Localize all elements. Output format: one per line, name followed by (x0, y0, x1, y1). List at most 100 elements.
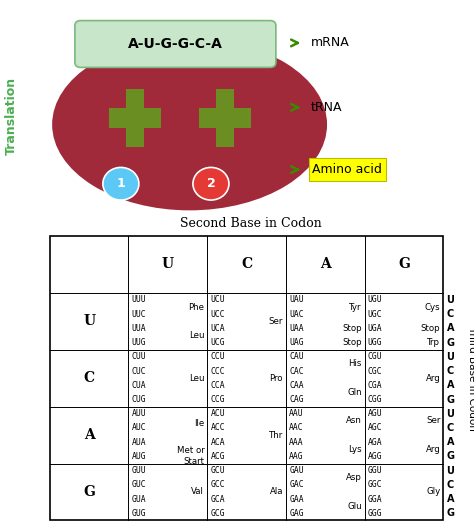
Text: GAG: GAG (289, 509, 304, 518)
Text: C: C (83, 371, 95, 385)
Text: G: G (447, 394, 454, 404)
Text: GGA: GGA (368, 494, 383, 503)
FancyBboxPatch shape (75, 21, 276, 67)
Text: UUC: UUC (132, 310, 146, 319)
Text: 2: 2 (207, 177, 215, 190)
Text: GAC: GAC (289, 480, 304, 489)
Text: GCG: GCG (210, 509, 225, 518)
Text: Thr: Thr (269, 430, 283, 439)
Text: Third Base in Codon: Third Base in Codon (466, 326, 474, 430)
Text: CGG: CGG (368, 395, 383, 404)
Text: UAC: UAC (289, 310, 304, 319)
Text: A-U-G-G-C-A: A-U-G-G-C-A (128, 37, 223, 51)
Text: CCC: CCC (210, 367, 225, 376)
Text: Arg: Arg (426, 374, 440, 383)
Text: CAG: CAG (289, 395, 304, 404)
Text: G: G (83, 485, 95, 499)
Text: UAG: UAG (289, 338, 304, 347)
Text: AAA: AAA (289, 438, 304, 447)
Text: GGG: GGG (368, 509, 383, 518)
Text: CUG: CUG (132, 395, 146, 404)
Text: Stop: Stop (342, 338, 362, 347)
Text: U: U (447, 295, 454, 305)
Bar (50, 236, 443, 520)
Text: Phe: Phe (188, 303, 204, 312)
Text: AUG: AUG (132, 452, 146, 461)
Text: Leu: Leu (189, 331, 204, 340)
Text: C: C (447, 309, 454, 319)
Text: C: C (241, 257, 252, 271)
Text: UCC: UCC (210, 310, 225, 319)
Text: CGA: CGA (368, 381, 383, 390)
Text: CGU: CGU (368, 352, 383, 361)
Text: CUC: CUC (132, 367, 146, 376)
Text: G: G (447, 338, 454, 348)
Text: GAA: GAA (289, 494, 304, 503)
Text: ACG: ACG (210, 452, 225, 461)
Bar (217, 89, 234, 147)
Text: UGC: UGC (368, 310, 383, 319)
Text: U: U (83, 314, 95, 328)
Text: Val: Val (191, 488, 204, 497)
Text: Gln: Gln (347, 388, 362, 397)
Text: UCU: UCU (210, 295, 225, 304)
Text: CGC: CGC (368, 367, 383, 376)
Text: GCC: GCC (210, 480, 225, 489)
Text: CAU: CAU (289, 352, 304, 361)
Bar (199, 109, 251, 128)
Text: CAC: CAC (289, 367, 304, 376)
Circle shape (193, 167, 229, 200)
Text: AGG: AGG (368, 452, 383, 461)
Text: Ser: Ser (426, 417, 440, 426)
Text: G: G (447, 452, 454, 462)
Text: UUU: UUU (132, 295, 146, 304)
Text: UAU: UAU (289, 295, 304, 304)
Text: U: U (447, 352, 454, 362)
Text: tRNA: tRNA (310, 101, 342, 114)
Text: Tyr: Tyr (349, 303, 362, 312)
Text: U: U (447, 409, 454, 419)
Text: C: C (447, 366, 454, 376)
Text: His: His (348, 359, 362, 368)
Text: Leu: Leu (189, 374, 204, 383)
Text: Arg: Arg (426, 445, 440, 454)
Text: Translation: Translation (5, 77, 18, 155)
Text: Trp: Trp (428, 338, 440, 347)
Text: A: A (447, 494, 454, 504)
Text: A: A (447, 380, 454, 390)
Text: UGG: UGG (368, 338, 383, 347)
Text: GUA: GUA (132, 494, 146, 503)
Text: AGA: AGA (368, 438, 383, 447)
Text: AGC: AGC (368, 423, 383, 432)
Text: GUC: GUC (132, 480, 146, 489)
Text: UCG: UCG (210, 338, 225, 347)
Text: GUU: GUU (132, 466, 146, 475)
Text: ACU: ACU (210, 409, 225, 418)
Text: AUC: AUC (132, 423, 146, 432)
Text: UUG: UUG (132, 338, 146, 347)
Text: Ile: Ile (194, 419, 204, 428)
Text: G: G (447, 508, 454, 518)
Text: Stop: Stop (421, 324, 440, 333)
Text: G: G (398, 257, 410, 271)
Text: GGC: GGC (368, 480, 383, 489)
Text: CCG: CCG (210, 395, 225, 404)
Text: C: C (447, 423, 454, 433)
Text: Stop: Stop (342, 324, 362, 333)
Text: Ala: Ala (270, 488, 283, 497)
Text: AUA: AUA (132, 438, 146, 447)
Text: U: U (447, 466, 454, 475)
Text: CCU: CCU (210, 352, 225, 361)
Text: A: A (320, 257, 330, 271)
Text: CUU: CUU (132, 352, 146, 361)
Ellipse shape (52, 39, 327, 210)
Text: UGU: UGU (368, 295, 383, 304)
Text: AAG: AAG (289, 452, 304, 461)
Text: A: A (447, 437, 454, 447)
Text: UGA: UGA (368, 324, 383, 333)
Text: Gly: Gly (426, 488, 440, 497)
Text: GGU: GGU (368, 466, 383, 475)
Text: GAU: GAU (289, 466, 304, 475)
Text: GCU: GCU (210, 466, 225, 475)
Text: C: C (447, 480, 454, 490)
